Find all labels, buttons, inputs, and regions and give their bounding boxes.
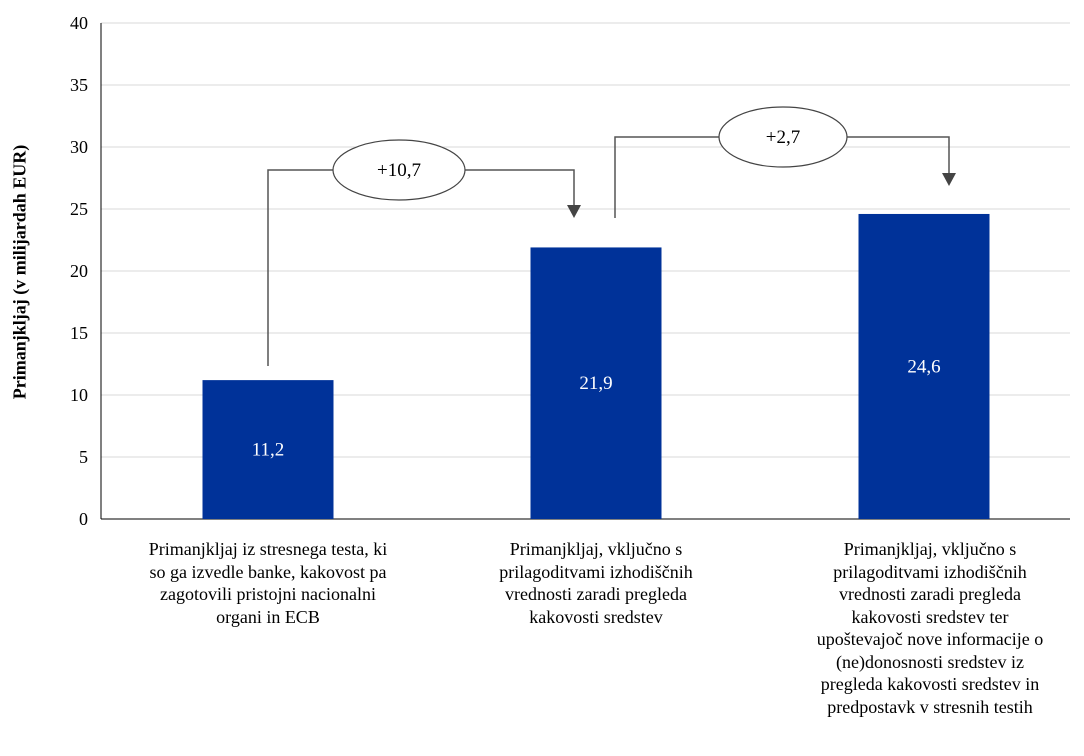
annotation-ellipse-0 bbox=[332, 139, 466, 201]
category-label-1: Primanjkljaj, vključno s prilagoditvami i… bbox=[436, 538, 756, 628]
category-label-2-line-7: predpostavk v stresnih testih bbox=[827, 696, 1033, 717]
y-tick-label-5: 5 bbox=[79, 447, 88, 467]
category-label-2-line-0: Primanjkljaj, vključno s bbox=[843, 539, 1017, 559]
y-tick-label-20: 20 bbox=[70, 261, 88, 281]
bars: 11,2 21,9 24,6 bbox=[202, 213, 990, 519]
bar-0 bbox=[202, 380, 334, 519]
y-tick-label-35: 35 bbox=[70, 75, 88, 95]
bar-value-label-0: 11,2 bbox=[252, 440, 285, 461]
category-label-1-line-3: kakovosti sredstev bbox=[529, 606, 663, 627]
category-label-0-line-2: zagotovili pristojni nacionalni bbox=[160, 584, 376, 604]
y-axis-label: Primanjkljaj (v milijardah EUR) bbox=[9, 144, 30, 400]
y-tick-label-15: 15 bbox=[70, 323, 88, 343]
annotation-ellipse-1 bbox=[718, 106, 848, 168]
annotation-label-1: +2,7 bbox=[766, 127, 800, 148]
y-tick-label-30: 30 bbox=[70, 137, 88, 157]
y-tick-label-25: 25 bbox=[70, 199, 88, 219]
annotation-arrow-1 bbox=[942, 173, 956, 186]
bar-2 bbox=[858, 213, 990, 519]
category-label-2-line-3: kakovosti sredstev ter bbox=[851, 606, 1009, 627]
category-label-2-line-2: vrednosti zaradi pregleda bbox=[839, 584, 1021, 604]
category-label-2-line-4: upoštevajoč nove informacije o bbox=[816, 629, 1044, 649]
annotation-arrow-0 bbox=[567, 205, 581, 218]
bar-1 bbox=[530, 247, 662, 519]
category-label-0-line-3: organi in ECB bbox=[216, 606, 320, 627]
y-tick-label-40: 40 bbox=[70, 13, 88, 33]
annotation-connector-0 bbox=[267, 169, 575, 366]
category-label-2: Primanjkljaj, vključno s prilagoditvami i… bbox=[760, 538, 1084, 718]
category-label-0-line-1: so ga izvedle banke, kakovost pa bbox=[149, 561, 387, 582]
category-label-2-line-6: pregleda kakovosti sredstev in bbox=[820, 674, 1040, 694]
y-tick-label-10: 10 bbox=[70, 385, 88, 405]
annotations: +10,7 +2,7 bbox=[267, 106, 956, 366]
category-label-1-line-0: Primanjkljaj, vključno s bbox=[509, 539, 683, 559]
bar-value-label-1: 21,9 bbox=[579, 373, 612, 394]
category-label-1-line-1: prilagoditvami izhodiščnih bbox=[499, 561, 693, 582]
category-label-1-line-2: vrednosti zaradi pregleda bbox=[505, 584, 687, 604]
y-tick-label-0: 0 bbox=[79, 509, 88, 529]
category-label-2-line-1: prilagoditvami izhodiščnih bbox=[833, 561, 1027, 582]
annotation-label-0: +10,7 bbox=[377, 160, 421, 181]
category-label-0: Primanjkljaj iz stresnega testa, ki so ga… bbox=[108, 538, 428, 628]
category-label-2-line-5: (ne)donosnosti sredstev iz bbox=[836, 651, 1024, 672]
bar-value-label-2: 24,6 bbox=[907, 356, 940, 377]
category-label-0-line-0: Primanjkljaj iz stresnega testa, ki bbox=[148, 539, 388, 559]
